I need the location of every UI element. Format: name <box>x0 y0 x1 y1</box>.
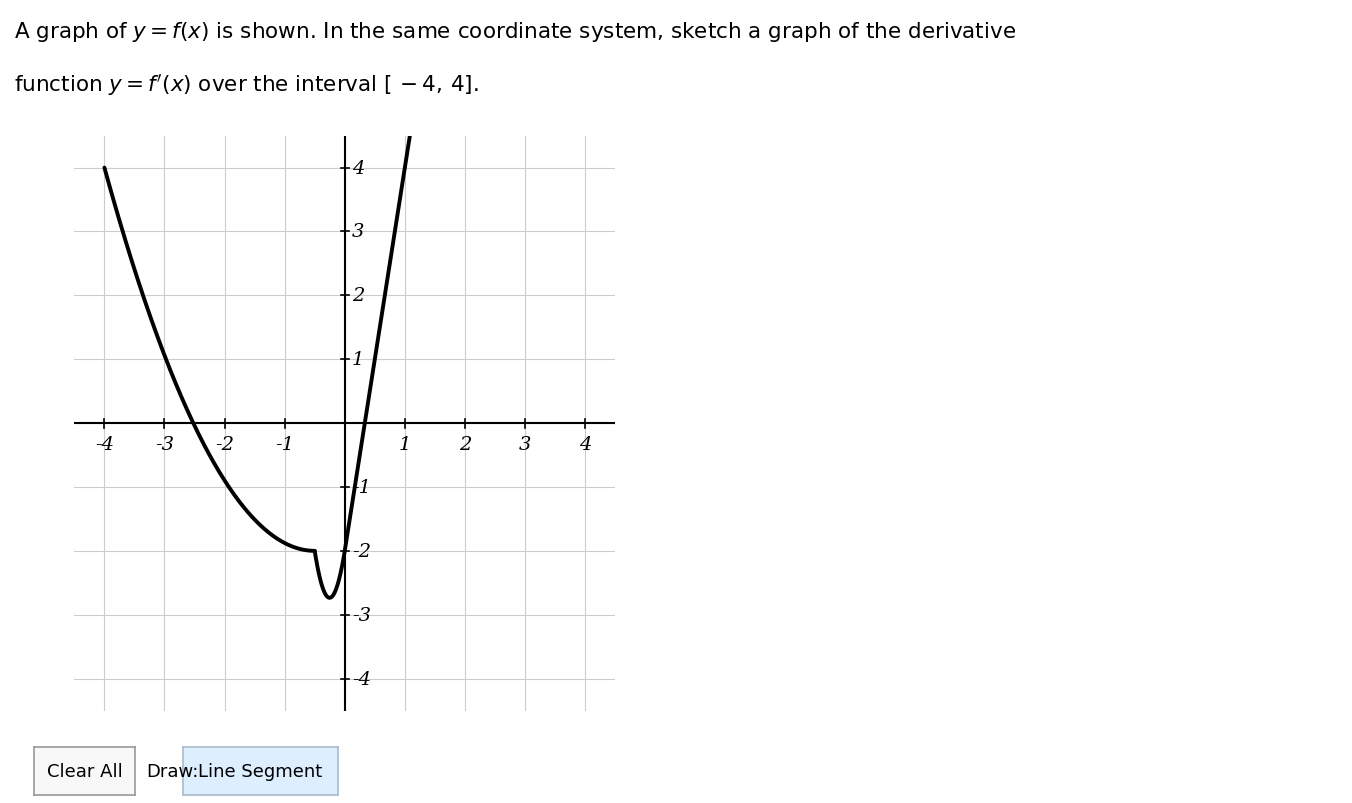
Text: -2: -2 <box>352 542 370 560</box>
Text: Draw:: Draw: <box>146 762 199 780</box>
Text: Clear All: Clear All <box>46 762 123 780</box>
Text: 1: 1 <box>399 435 411 453</box>
Text: 2: 2 <box>458 435 470 453</box>
Text: -3: -3 <box>352 606 370 624</box>
Text: -1: -1 <box>352 479 370 496</box>
Text: 4: 4 <box>352 160 364 177</box>
Text: 3: 3 <box>519 435 531 453</box>
Text: 3: 3 <box>352 223 364 241</box>
Text: -3: -3 <box>155 435 174 453</box>
Text: 4: 4 <box>579 435 591 453</box>
Text: Line Segment: Line Segment <box>199 762 322 780</box>
Text: function $y = f'(x)$ over the interval $[\,-4,\,4]$.: function $y = f'(x)$ over the interval $… <box>14 72 479 98</box>
Text: -4: -4 <box>95 435 114 453</box>
Text: 2: 2 <box>352 287 364 305</box>
Text: A graph of $y = f(x)$ is shown. In the same coordinate system, sketch a graph of: A graph of $y = f(x)$ is shown. In the s… <box>14 20 1015 44</box>
Text: -1: -1 <box>276 435 295 453</box>
Text: 1: 1 <box>352 351 364 369</box>
Text: -4: -4 <box>352 670 370 687</box>
Text: -2: -2 <box>215 435 234 453</box>
